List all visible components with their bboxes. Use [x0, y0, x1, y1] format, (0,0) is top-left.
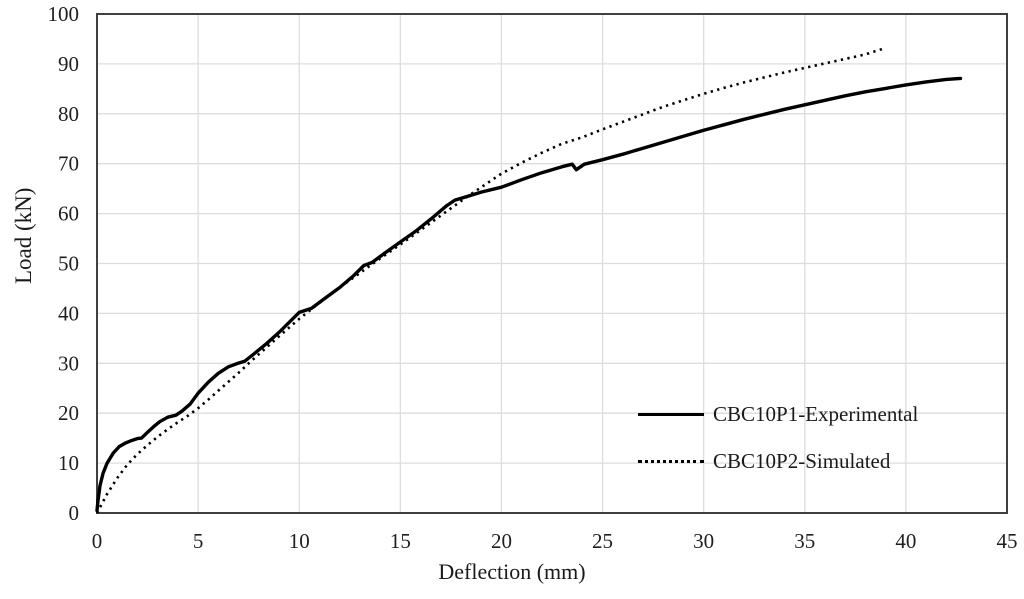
legend-label-experimental: CBC10P1-Experimental	[713, 401, 919, 426]
y-tick-label: 0	[69, 501, 80, 525]
y-tick-label: 40	[58, 301, 79, 325]
x-tick-label: 45	[997, 529, 1018, 553]
y-tick-label: 30	[58, 351, 79, 375]
x-tick-label: 40	[895, 529, 916, 553]
x-tick-label: 0	[92, 529, 103, 553]
x-tick-label: 25	[592, 529, 613, 553]
y-tick-label: 10	[58, 451, 79, 475]
y-tick-label: 100	[48, 2, 80, 26]
solid-line-sample-icon	[638, 412, 704, 416]
legend-label-simulated: CBC10P2-Simulated	[713, 448, 891, 473]
y-tick-label: 20	[58, 401, 79, 425]
y-tick-label: 50	[58, 252, 79, 276]
x-tick-label: 5	[193, 529, 204, 553]
x-tick-label: 10	[289, 529, 310, 553]
y-tick-label: 70	[58, 152, 79, 176]
series-line-simulated	[95, 46, 887, 514]
y-tick-label: 60	[58, 202, 79, 226]
x-tick-label: 30	[693, 529, 714, 553]
x-tick-label: 20	[491, 529, 512, 553]
x-tick-label: 15	[390, 529, 411, 553]
legend: CBC10P1-Experimental CBC10P2-Simulated	[638, 400, 918, 475]
series-line-experimental	[95, 76, 963, 513]
x-axis-title: Deflection (mm)	[438, 559, 586, 584]
legend-item-experimental: CBC10P1-Experimental	[638, 400, 918, 428]
legend-item-simulated: CBC10P2-Simulated	[638, 447, 918, 475]
dotted-line-sample-icon	[638, 459, 704, 463]
x-tick-label: 35	[794, 529, 815, 553]
y-tick-label: 90	[58, 52, 79, 76]
y-axis-title: Load (kN)	[11, 187, 36, 284]
plot-border	[96, 13, 1008, 514]
y-tick-label: 80	[58, 102, 79, 126]
